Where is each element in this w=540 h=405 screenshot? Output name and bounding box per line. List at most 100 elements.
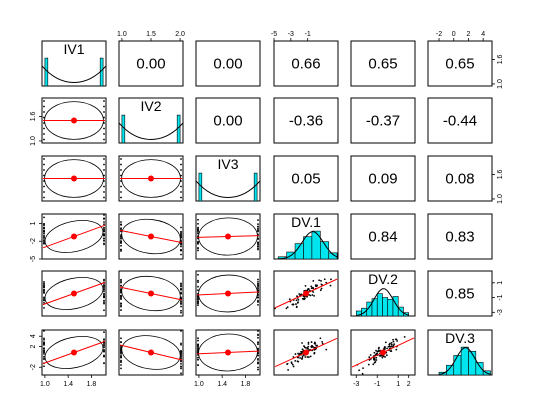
scatter-point [285, 307, 288, 310]
panel-frame [41, 97, 107, 144]
tick-label: 2 [407, 381, 411, 388]
scatter-point [292, 365, 295, 368]
scatter-point [303, 296, 306, 298]
scatter-point [197, 300, 199, 303]
panel-frame [118, 97, 184, 144]
tick-label: 1.0 [194, 381, 204, 388]
panel-frame [273, 40, 339, 87]
mean-point [148, 175, 154, 182]
scatter-point [373, 358, 376, 361]
scatter-point [120, 237, 122, 239]
scatter-point [43, 185, 45, 188]
scatter-point [43, 138, 45, 141]
tick-label: 1.4 [63, 381, 73, 388]
scatter-point [312, 287, 315, 290]
correlation-label: 0.00 [136, 56, 165, 73]
mean-point [71, 175, 77, 182]
scatter-point [375, 359, 378, 361]
scatter-point [120, 355, 122, 358]
scatter-point [43, 286, 45, 289]
scatter-point [257, 280, 259, 283]
panel-frame [350, 329, 416, 376]
scatter-point [383, 346, 386, 348]
scatter-point [384, 341, 387, 344]
scatter-point [330, 278, 332, 281]
scatter-point [299, 357, 302, 359]
panel-frame [41, 329, 107, 376]
variable-name: IV1 [63, 41, 84, 57]
scatter-point [290, 362, 293, 365]
tick-label: 1.6 [497, 54, 504, 64]
scatter-point [103, 344, 105, 347]
scatter-point [306, 356, 309, 358]
scatter-point [299, 352, 301, 355]
scatter-point [301, 348, 304, 351]
scatter-point [180, 253, 182, 256]
scatter-point [309, 355, 312, 358]
scatter-point [103, 234, 105, 237]
scatter-point [307, 341, 310, 344]
scatter-point [197, 346, 199, 348]
scatter-point [103, 288, 105, 291]
scatter-point [43, 355, 45, 358]
correlation-label: 0.65 [445, 56, 474, 73]
scatter-point [103, 279, 105, 282]
scatter-point [257, 247, 259, 250]
scatter-point [43, 239, 45, 242]
scatter-point [257, 225, 259, 228]
tick-label: 0 [452, 31, 456, 38]
scatter-point [43, 353, 45, 355]
histogram-bar [453, 355, 462, 376]
tick-label: 1.8 [87, 381, 97, 388]
scatter-point [43, 365, 45, 368]
scatter-point [197, 281, 199, 283]
scatter-point [103, 242, 105, 245]
scatter-point [307, 343, 310, 345]
scatter-point [103, 169, 105, 171]
mean-point [225, 233, 231, 240]
scatter-point [387, 345, 390, 348]
scatter-point [321, 341, 324, 343]
scatter-point [180, 330, 182, 332]
scatter-point [375, 353, 378, 355]
scatter-point [329, 284, 332, 287]
tick-label: -2 [30, 238, 37, 244]
panel-frame [118, 329, 184, 376]
scatter-point [180, 191, 182, 193]
scatter-point [197, 337, 199, 340]
panel-frame [350, 213, 416, 260]
scatter-point [257, 278, 259, 281]
scatter-point [103, 133, 105, 135]
scatter-point [103, 185, 105, 188]
correlation-label: 0.05 [291, 171, 320, 188]
scatter-point [120, 241, 122, 244]
scatter-point [197, 339, 199, 342]
scatter-point [103, 292, 105, 295]
scatter-point [43, 297, 45, 300]
scatter-point [180, 362, 182, 365]
scatter-point [257, 358, 259, 361]
panel-frame [427, 270, 493, 317]
scatter-point [103, 290, 105, 293]
scatter-point [301, 297, 304, 300]
scatter-point [376, 350, 379, 353]
scatter-point [392, 344, 395, 347]
panel-frame [195, 97, 261, 144]
scatter-point [103, 221, 105, 223]
scatter-point [361, 372, 364, 375]
panel-frame [427, 40, 493, 87]
tick-label: 1.5 [146, 31, 156, 38]
scatter-point [103, 226, 105, 229]
scatter-point [103, 362, 105, 365]
scatter-point [120, 346, 122, 349]
scatter-point [120, 227, 122, 230]
tick-label: 1.0 [30, 136, 37, 146]
scatter-point [180, 309, 182, 312]
scatter-point [103, 302, 105, 305]
correlation-label: 0.00 [213, 113, 242, 130]
scatter-point [120, 280, 122, 282]
scatter-point [43, 236, 45, 239]
tick-label: -1 [305, 31, 311, 38]
tick-label: -3 [288, 31, 294, 38]
tick-label: 2.0 [175, 31, 185, 38]
